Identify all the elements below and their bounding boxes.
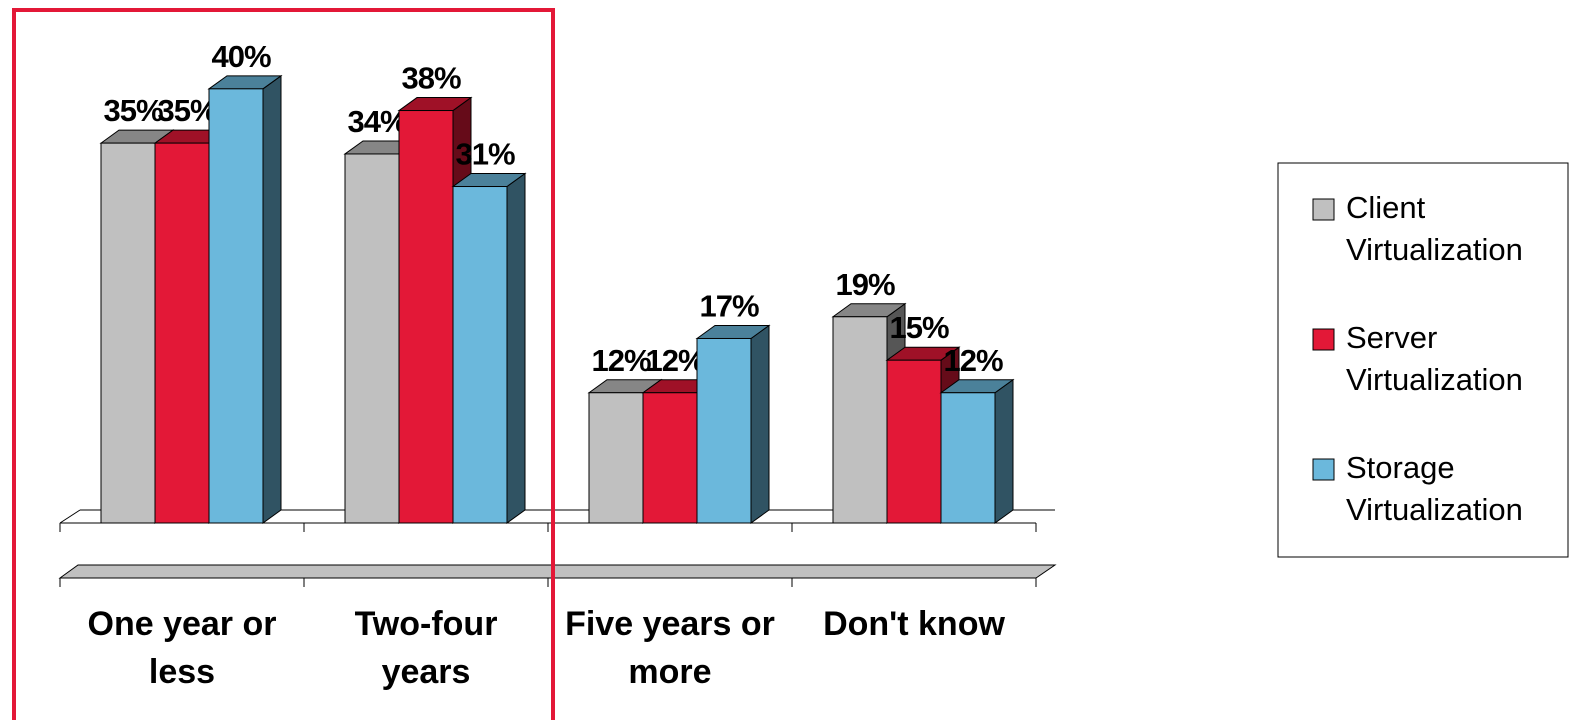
floor-edge [59,509,81,524]
legend-swatch [1312,198,1335,221]
data-label: 12% [943,343,1002,378]
bar-side [506,172,526,524]
data-label: 15% [889,310,948,345]
data-label: 12% [591,343,650,378]
highlight-box [12,8,555,720]
data-label: 38% [401,61,460,96]
bar [696,337,752,524]
bar [940,392,996,524]
bar-side [994,378,1014,524]
bar-side [262,74,282,524]
data-label: 35% [103,93,162,128]
data-label: 17% [699,288,758,323]
data-label: 40% [211,39,270,74]
x-tick-label: Don't know [823,605,1005,643]
bar [832,316,888,524]
data-label: 31% [455,137,514,172]
bar [452,186,508,524]
data-label: 35% [157,93,216,128]
legend-box [1277,162,1569,558]
bar [154,142,210,524]
axis-slab [58,564,1057,579]
legend-label: Client Virtualization [1346,190,1523,267]
data-label: 34% [347,104,406,139]
data-label: 12% [645,343,704,378]
legend-label: Server Virtualization [1346,320,1523,397]
data-label: 19% [835,267,894,302]
legend-swatch [1312,328,1335,351]
bar [642,392,698,524]
bar [344,153,400,524]
x-tick-label: One year or less [87,605,277,691]
legend-label: Storage Virtualization [1346,450,1523,527]
legend-swatch [1312,458,1335,481]
x-tick-label: Five years or more [565,605,775,691]
bar [398,110,454,524]
bar [100,142,156,524]
bar-side [750,324,770,524]
bar [208,88,264,524]
bar [588,392,644,524]
x-tick-label: Two-four years [354,605,498,691]
bar [886,359,942,524]
